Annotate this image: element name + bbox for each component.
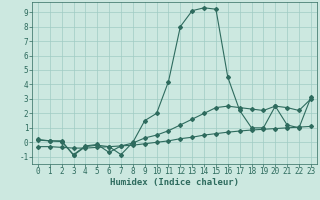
- X-axis label: Humidex (Indice chaleur): Humidex (Indice chaleur): [110, 178, 239, 187]
